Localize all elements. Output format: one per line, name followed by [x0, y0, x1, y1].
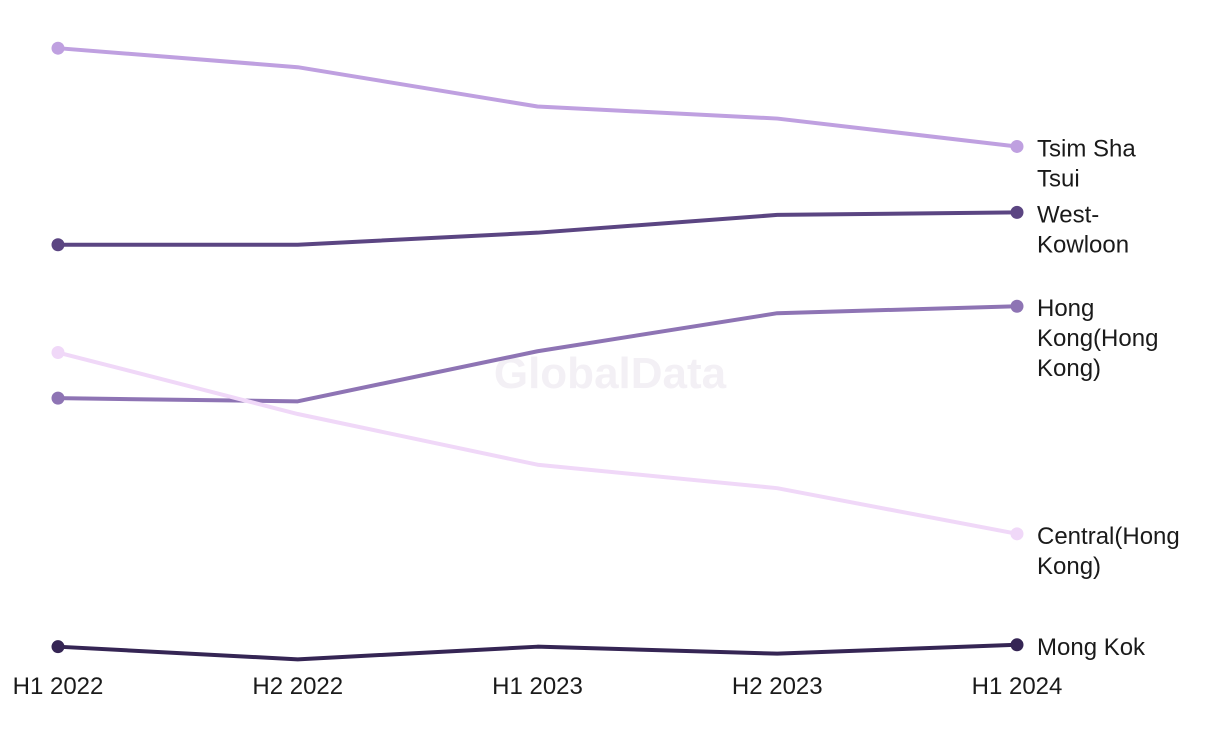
series-line: [56, 210, 1019, 247]
series-3: [51, 346, 1024, 541]
series-layer: [51, 41, 1024, 662]
watermark: GlobalData: [494, 349, 727, 398]
series-label-line: Kong): [1037, 553, 1101, 580]
data-point: [1010, 205, 1024, 219]
series-label-line: West-: [1037, 201, 1099, 228]
series-2: [51, 299, 1024, 405]
data-point: [51, 238, 65, 252]
data-point: [1010, 638, 1024, 652]
x-tick-label: H1 2022: [13, 673, 104, 700]
series-label-line: Hong: [1037, 295, 1094, 322]
series-label-line: Kong(Hong: [1037, 325, 1158, 352]
series-label: Tsim Sha Tsui: [1037, 135, 1136, 192]
series-label: West- Kowloon: [1037, 201, 1129, 258]
series-line: [56, 46, 1019, 149]
data-point: [51, 41, 65, 55]
series-label-line: Tsui: [1037, 165, 1080, 192]
data-point: [51, 640, 65, 654]
series-line: [56, 642, 1019, 662]
series-line: [56, 304, 1019, 404]
series-label-line: Central(Hong: [1037, 523, 1180, 550]
x-tick-label: H1 2024: [972, 673, 1063, 700]
series-line: [56, 350, 1019, 536]
data-point: [1010, 299, 1024, 313]
x-tick-label: H2 2022: [252, 673, 343, 700]
data-point: [1010, 527, 1024, 541]
x-tick-label: H1 2023: [492, 673, 583, 700]
series-label: Hong Kong(Hong Kong): [1037, 295, 1158, 382]
series-labels: Tsim Sha Tsui West- Kowloon Hong Kong(Hong Kon…: [1037, 135, 1180, 660]
series-label-line: Mong Kok: [1037, 634, 1146, 661]
series-0: [51, 41, 1024, 153]
data-point: [51, 346, 65, 360]
series-label: Central(Hong Kong): [1037, 523, 1180, 580]
x-tick-label: H2 2023: [732, 673, 823, 700]
data-point: [1010, 139, 1024, 153]
series-1: [51, 205, 1024, 252]
data-point: [51, 391, 65, 405]
series-label-line: Tsim Sha: [1037, 135, 1136, 162]
series-label-line: Kowloon: [1037, 231, 1129, 258]
series-4: [51, 638, 1024, 662]
series-label-line: Kong): [1037, 355, 1101, 382]
x-axis: H1 2022 H2 2022 H1 2023 H2 2023 H1 2024: [13, 673, 1063, 700]
series-label: Mong Kok: [1037, 634, 1146, 661]
